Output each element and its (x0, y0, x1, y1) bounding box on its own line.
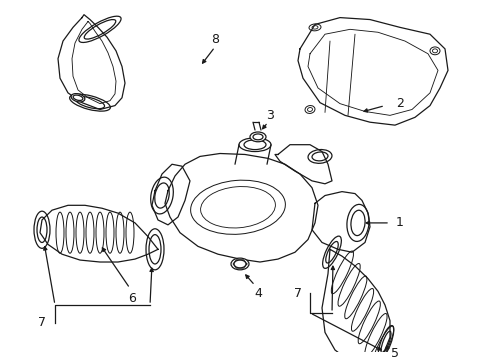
Polygon shape (40, 205, 158, 262)
Polygon shape (152, 164, 190, 225)
Text: 4: 4 (254, 287, 262, 300)
Text: 3: 3 (265, 109, 273, 122)
Polygon shape (297, 18, 447, 125)
Polygon shape (164, 153, 317, 262)
Text: 2: 2 (395, 97, 403, 110)
Ellipse shape (71, 94, 84, 102)
Ellipse shape (190, 180, 285, 234)
Ellipse shape (249, 132, 265, 142)
Polygon shape (321, 249, 389, 360)
Text: 7: 7 (293, 287, 302, 300)
Polygon shape (311, 192, 369, 252)
Text: 7: 7 (38, 316, 46, 329)
Polygon shape (58, 15, 125, 109)
Text: 5: 5 (390, 347, 398, 360)
Text: 6: 6 (128, 292, 136, 305)
Text: 8: 8 (210, 33, 219, 46)
Polygon shape (274, 145, 331, 184)
Ellipse shape (230, 258, 248, 270)
Text: 1: 1 (395, 216, 403, 229)
